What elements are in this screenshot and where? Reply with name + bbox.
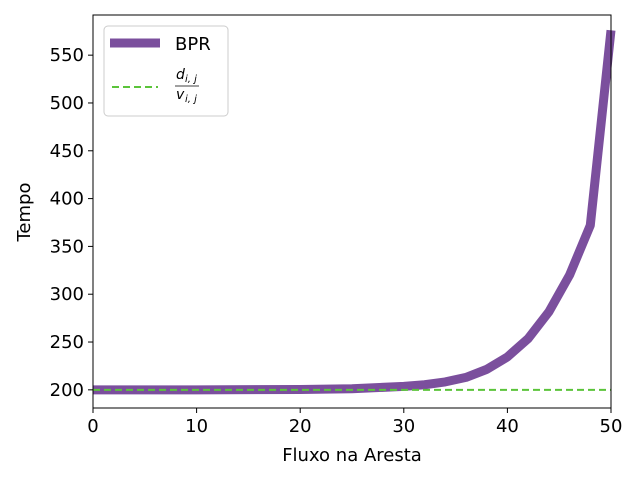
y-tick-label: 300 bbox=[50, 284, 84, 305]
x-tick-label: 10 bbox=[185, 416, 208, 437]
x-tick-label: 30 bbox=[392, 416, 415, 437]
legend: BPR d i, j v i, j bbox=[103, 25, 229, 117]
plot-frame bbox=[92, 14, 612, 409]
y-tick-label: 250 bbox=[50, 332, 84, 353]
x-tick-label: 20 bbox=[289, 416, 312, 437]
y-tick-label: 500 bbox=[50, 93, 84, 114]
y-tick-label: 200 bbox=[50, 380, 84, 401]
legend-ratio-numerator-sub: i, j bbox=[185, 74, 197, 85]
x-tick-label: 50 bbox=[600, 416, 623, 437]
y-tick-label: 550 bbox=[50, 45, 84, 66]
legend-bpr-label: BPR bbox=[175, 34, 211, 55]
y-tick-label: 450 bbox=[50, 141, 84, 162]
y-axis: 200 250 300 350 400 450 500 550 bbox=[50, 45, 93, 401]
legend-ratio-numerator: d bbox=[176, 67, 185, 83]
legend-ratio-denominator-sub: i, j bbox=[185, 94, 197, 105]
series-layer bbox=[93, 29, 616, 395]
x-axis-label: Fluxo na Aresta bbox=[282, 445, 422, 466]
y-tick-label: 350 bbox=[50, 236, 84, 257]
x-axis: 0 10 20 30 40 50 bbox=[87, 408, 622, 437]
legend-box bbox=[103, 25, 229, 117]
legend-ratio-denominator: v bbox=[176, 87, 185, 103]
y-tick-label: 400 bbox=[50, 189, 84, 210]
x-tick-label: 0 bbox=[87, 416, 98, 437]
y-axis-label: Tempo bbox=[14, 183, 35, 243]
x-tick-label: 40 bbox=[496, 416, 519, 437]
